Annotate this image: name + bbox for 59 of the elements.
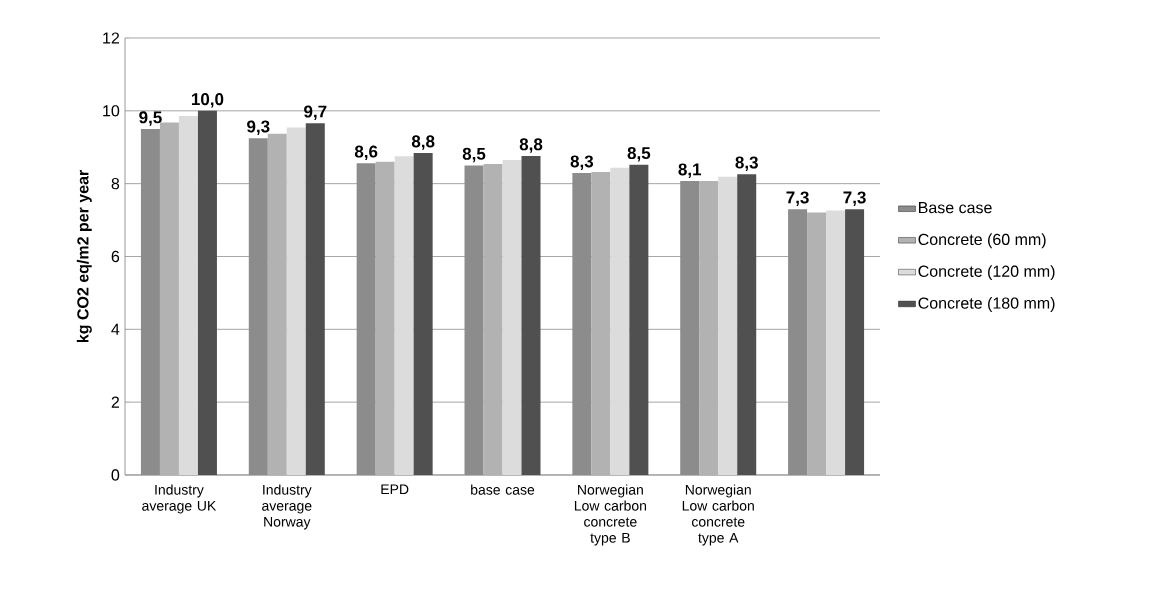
data-label: 9,5 xyxy=(139,111,162,126)
data-label: 7,3 xyxy=(843,191,866,206)
bar xyxy=(610,167,630,475)
y-tick-label: 6 xyxy=(111,250,120,263)
data-label: 8,5 xyxy=(627,147,651,162)
y-tick-label: 8 xyxy=(111,177,120,190)
bar xyxy=(305,123,325,475)
bar xyxy=(807,212,827,475)
bar xyxy=(718,176,738,475)
y-axis-title: kg CO2 eq/m2 per year xyxy=(76,170,92,343)
bar xyxy=(413,153,433,475)
legend-label: Concrete (120 mm) xyxy=(918,265,1055,281)
bar xyxy=(394,156,414,475)
bar xyxy=(248,138,268,475)
data-label: 9,7 xyxy=(304,105,327,120)
data-label: 8,8 xyxy=(519,138,543,153)
legend-label: Concrete (180 mm) xyxy=(918,297,1055,312)
bar xyxy=(267,133,287,475)
y-tick-label: 10 xyxy=(103,105,120,117)
bar xyxy=(737,174,757,475)
y-tick-label: 4 xyxy=(111,323,120,335)
legend-label: Base case xyxy=(919,202,992,214)
data-label: 8,8 xyxy=(411,135,435,150)
bar xyxy=(826,210,846,475)
data-label: 10,0 xyxy=(191,93,224,108)
legend-label: Concrete (60 mm) xyxy=(918,233,1046,249)
x-tick-label: EPD xyxy=(381,484,409,495)
x-tick-label: Norwegian Low carbon concrete type A xyxy=(682,484,754,546)
bar xyxy=(680,181,700,475)
bar xyxy=(356,163,376,475)
x-tick-label: Industry average Norway xyxy=(262,484,312,530)
bar xyxy=(591,172,611,475)
bar xyxy=(178,115,198,475)
x-tick-label: Industry average UK xyxy=(142,484,217,514)
data-label: 9,3 xyxy=(247,120,270,135)
data-label: 7,3 xyxy=(786,191,809,206)
bar xyxy=(629,164,649,475)
bar xyxy=(140,129,160,475)
bar xyxy=(483,163,503,475)
data-label: 8,6 xyxy=(354,145,378,161)
data-label: 8,3 xyxy=(570,155,594,170)
y-tick-label: 0 xyxy=(111,469,120,481)
bar xyxy=(197,110,217,475)
bar xyxy=(502,159,522,475)
bar xyxy=(464,165,484,475)
data-label: 8,5 xyxy=(462,147,486,163)
data-label: 8,1 xyxy=(678,163,702,178)
x-tick-label: Norwegian Low carbon concrete type B xyxy=(574,484,647,546)
bar xyxy=(375,161,395,475)
y-tick-label: 12 xyxy=(103,32,119,44)
bar xyxy=(521,155,541,475)
bar xyxy=(572,173,592,475)
bar xyxy=(699,181,719,475)
data-label: 8,3 xyxy=(735,156,758,171)
bar xyxy=(845,209,865,475)
bar xyxy=(286,127,306,475)
x-tick-label: base case xyxy=(471,484,535,495)
y-tick-label: 2 xyxy=(111,396,120,408)
bar xyxy=(788,209,808,475)
